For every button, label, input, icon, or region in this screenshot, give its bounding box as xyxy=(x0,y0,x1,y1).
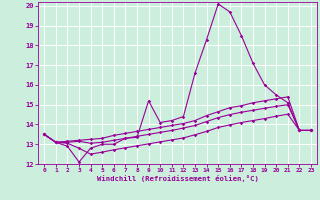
X-axis label: Windchill (Refroidissement éolien,°C): Windchill (Refroidissement éolien,°C) xyxy=(97,175,259,182)
